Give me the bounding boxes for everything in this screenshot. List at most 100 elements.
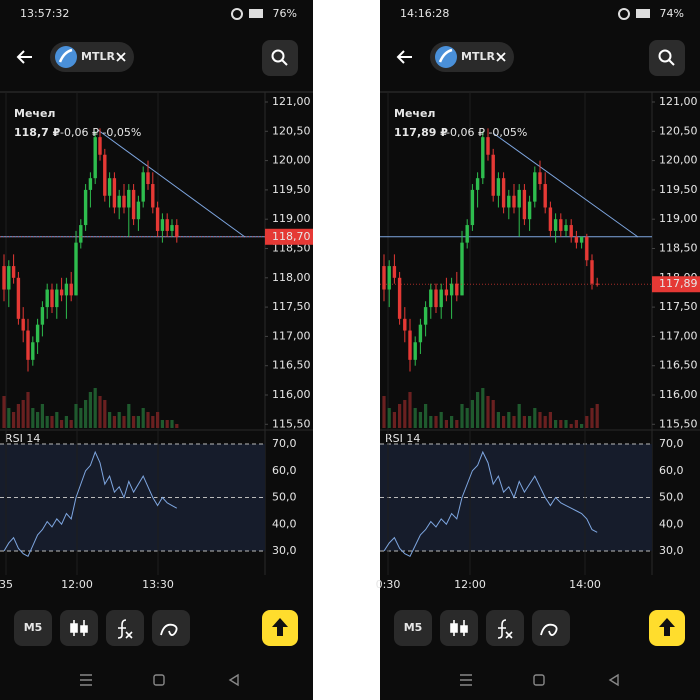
volume-bar xyxy=(50,416,54,428)
candle-body xyxy=(512,195,516,208)
price-change: -0,06 ₽ -0,05% xyxy=(60,126,141,139)
candle-body xyxy=(79,225,83,243)
rsi-line xyxy=(3,450,178,558)
last-price-label: 117,89 xyxy=(659,277,698,290)
candle-body xyxy=(527,201,532,220)
chip-close[interactable] xyxy=(496,52,506,62)
tool-button[interactable] xyxy=(152,610,190,646)
volume-bar xyxy=(170,420,174,428)
candle-body xyxy=(127,189,131,208)
candle-body xyxy=(465,225,469,243)
volume-bar xyxy=(491,400,495,428)
status-time: 13:57:32 xyxy=(20,7,69,20)
signal-icon xyxy=(249,9,263,18)
indicator-icon xyxy=(117,619,133,639)
candle-body xyxy=(155,207,160,231)
x-tick-label: 13:30 xyxy=(142,578,174,591)
candle-body xyxy=(160,219,165,231)
y-tick-label: 116,50 xyxy=(659,359,698,372)
candle-body xyxy=(553,219,558,231)
tool-button[interactable] xyxy=(440,610,478,646)
tool-button[interactable] xyxy=(532,610,570,646)
volume-bar xyxy=(465,408,469,428)
candle-body xyxy=(55,289,59,308)
volume-bar xyxy=(429,416,433,428)
candle-body xyxy=(88,178,93,190)
volume-bar xyxy=(533,408,537,428)
tool-button[interactable] xyxy=(394,610,432,646)
rsi-tick-label: 60,0 xyxy=(659,464,684,477)
candle-body xyxy=(507,195,511,208)
volume-bar xyxy=(64,416,68,428)
ticker: MTLR xyxy=(81,50,115,63)
volume-bar xyxy=(543,416,547,428)
x-tick-label: 12:00 xyxy=(454,578,486,591)
candle-body xyxy=(146,172,150,185)
volume-bar xyxy=(522,416,526,428)
y-tick-label: 117,00 xyxy=(659,329,698,342)
volume-bar xyxy=(132,416,136,428)
screen-bg xyxy=(380,0,700,700)
search-icon xyxy=(658,49,672,63)
rsi-tick-label: 70,0 xyxy=(272,437,297,450)
volume-bar xyxy=(60,420,64,428)
volume-bar xyxy=(108,412,112,428)
phone-screen: 13:57:32 76% MTLR RSI 14 70,0 60,0 50,0 40,0 30,… xyxy=(0,0,313,700)
volume-bar xyxy=(450,416,454,428)
volume-bar xyxy=(127,404,131,428)
phone-screen: 14:16:28 74% MTLR RSI 14 70,0 60,0 50,0 40,0 30,… xyxy=(376,0,700,700)
nav-menu xyxy=(80,674,92,686)
candle-body xyxy=(460,242,464,296)
y-tick-label: 120,00 xyxy=(659,154,698,167)
candle-body xyxy=(64,283,69,296)
rsi-tick-label: 50,0 xyxy=(659,491,684,504)
back-button[interactable] xyxy=(396,50,412,64)
candle-body xyxy=(517,189,521,208)
back-button[interactable] xyxy=(16,50,32,64)
tool-button[interactable] xyxy=(60,610,98,646)
volume-bar xyxy=(387,408,391,428)
candle-body xyxy=(7,266,11,290)
volume-bar xyxy=(21,400,25,428)
nav-back[interactable] xyxy=(228,673,239,687)
chip-close[interactable] xyxy=(116,52,126,62)
candle-body xyxy=(382,266,386,290)
nav-back[interactable] xyxy=(608,673,619,687)
volume-bar xyxy=(507,412,511,428)
wifi-icon xyxy=(618,8,630,20)
wifi-icon xyxy=(231,8,243,20)
rsi-tick-label: 50,0 xyxy=(272,491,297,504)
candle-body xyxy=(11,266,16,278)
candle-body xyxy=(397,277,402,319)
y-tick-label: 121,00 xyxy=(272,95,311,108)
y-tick-label: 119,50 xyxy=(659,183,698,196)
volume-bar xyxy=(12,412,16,428)
nav-home[interactable] xyxy=(533,674,545,686)
trend-line xyxy=(97,129,246,238)
volume-bar xyxy=(136,416,140,428)
volume-bar xyxy=(476,392,480,428)
search-button[interactable] xyxy=(262,40,298,76)
drawing-icon xyxy=(160,623,178,636)
volume-bar xyxy=(434,416,438,428)
search-button[interactable] xyxy=(649,40,685,76)
candle-body xyxy=(16,277,21,319)
candle-body xyxy=(117,195,121,208)
tool-button[interactable] xyxy=(14,610,52,646)
volume-bar xyxy=(69,420,73,428)
candle-body xyxy=(486,137,490,155)
candle-body xyxy=(413,342,417,360)
volume-bar xyxy=(481,388,485,428)
candle-body xyxy=(2,266,6,290)
volume-bar xyxy=(112,416,116,428)
nav-menu xyxy=(460,674,472,686)
nav-home[interactable] xyxy=(153,674,165,686)
candle-body xyxy=(59,289,64,296)
volume-bar xyxy=(40,404,44,428)
y-tick-label: 119,50 xyxy=(272,183,311,196)
price-change: -0,06 ₽ -0,05% xyxy=(446,126,527,139)
y-tick-label: 117,50 xyxy=(659,300,698,313)
volume-bar xyxy=(398,404,402,428)
y-tick-label: 115,50 xyxy=(272,417,311,430)
last-price-tag xyxy=(652,276,700,293)
